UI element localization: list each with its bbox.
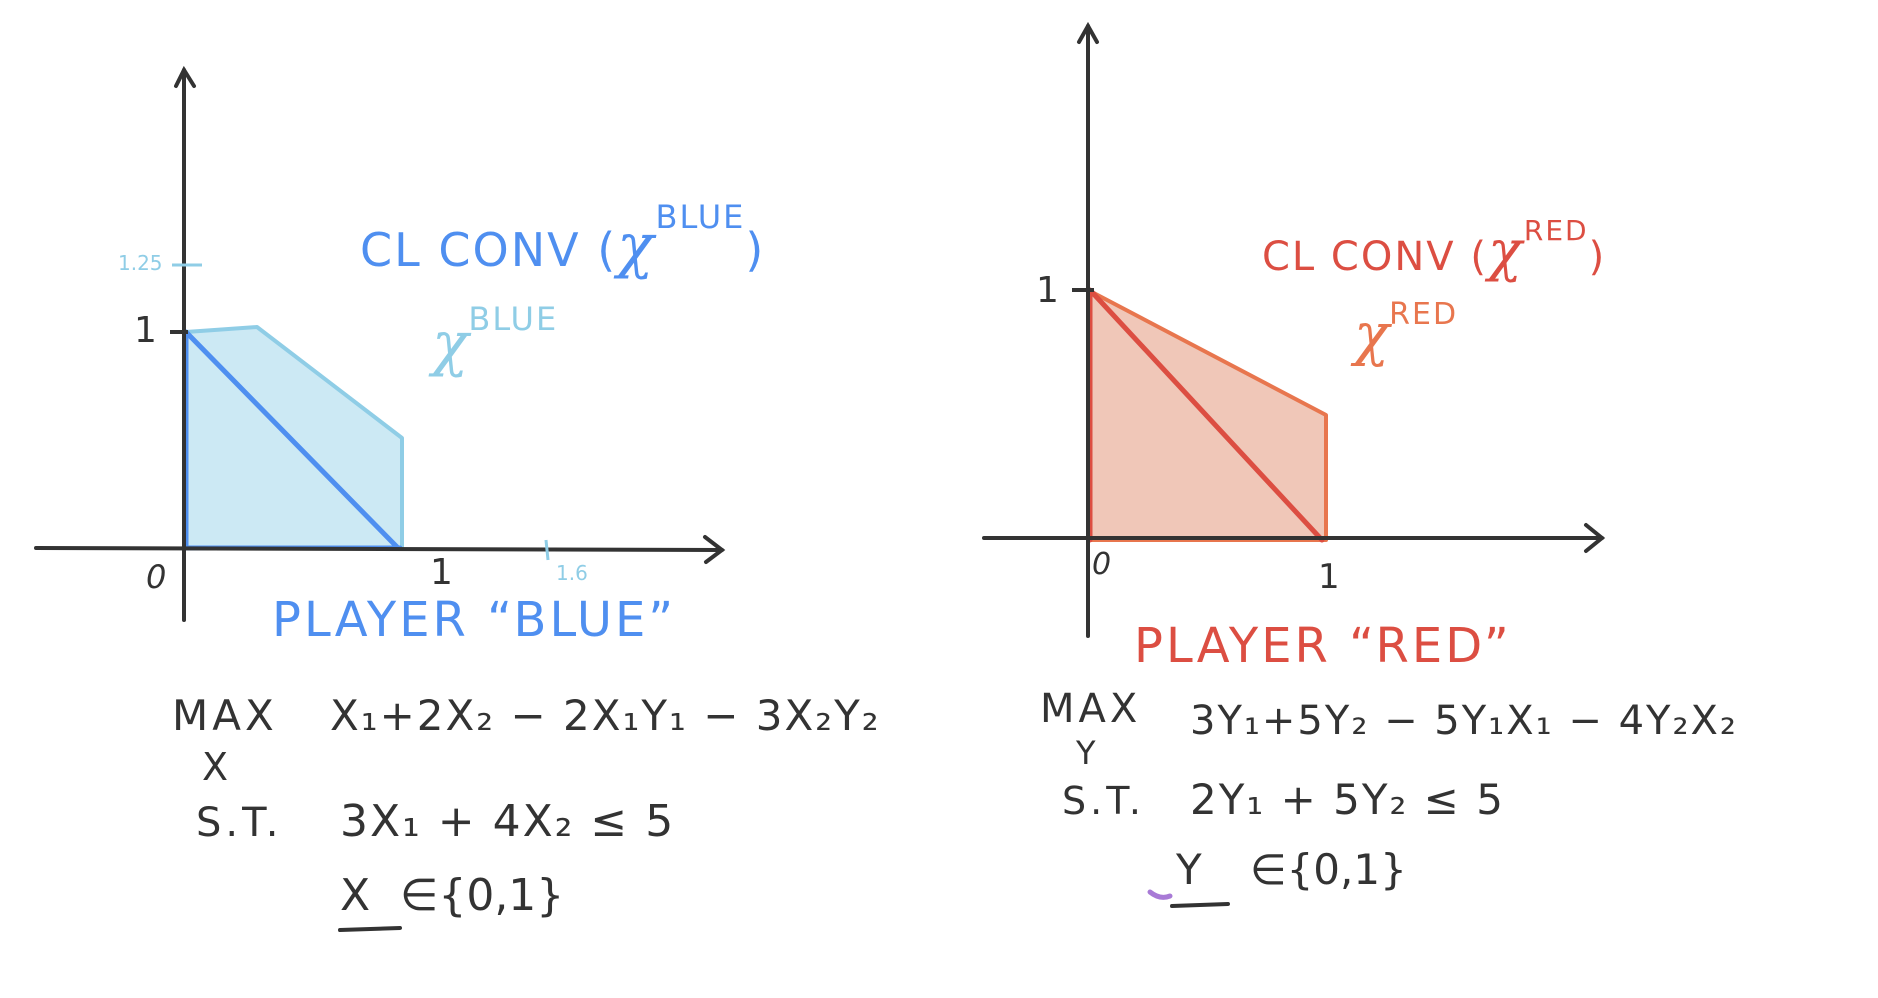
- blue-objective-expr: X₁+2X₂ − 2X₁Y₁ − 3X₂Y₂: [330, 691, 881, 740]
- red-tick-y1-label: 1: [1036, 270, 1059, 311]
- red-set-symbol: χ: [1350, 300, 1392, 368]
- blue-domain-set: ∈{0,1}: [400, 870, 564, 921]
- red-conv-heading-symbol: χ: [1484, 219, 1525, 284]
- red-constraint-st: S.T.: [1062, 779, 1145, 823]
- blue-conv-hull-region: [184, 325, 404, 550]
- blue-x-axis-arrow: [703, 535, 726, 564]
- red-objective-max: MAX: [1040, 686, 1141, 732]
- blue-conv-heading-sup: BLUE: [656, 198, 746, 236]
- blue-domain-var: X: [340, 870, 370, 921]
- red-y-axis-arrow: [1077, 21, 1099, 44]
- red-conv-heading: CL CONV (χRED): [1262, 214, 1606, 284]
- red-set-label: χRED: [1350, 297, 1458, 368]
- red-conv-heading-suffix: ): [1589, 234, 1607, 280]
- blue-conv-heading: CL CONV (χBLUE): [360, 198, 765, 281]
- red-objective-expr: 3Y₁+5Y₂ − 5Y₁X₁ − 4Y₂X₂: [1190, 698, 1738, 744]
- blue-constraint-st: S.T.: [196, 800, 283, 846]
- red-domain-var-underline: [1170, 902, 1230, 908]
- red-constraint: 2Y₁ + 5Y₂ ≤ 5: [1190, 775, 1505, 824]
- blue-player-label: PLAYER “BLUE”: [272, 592, 676, 648]
- blue-conv-heading-prefix: CL CONV (: [360, 223, 617, 277]
- red-domain-purple-stroke: [1147, 889, 1173, 900]
- red-x-axis-arrow: [1584, 523, 1606, 553]
- red-origin-label: 0: [1092, 547, 1111, 582]
- blue-set-symbol: χ: [428, 309, 472, 379]
- blue-constraint: 3X₁ + 4X₂ ≤ 5: [340, 796, 675, 847]
- blue-objective-max: MAX: [172, 691, 278, 740]
- red-panel: 1 0 1 CL CONV (χRED) χRED PLAYER “RED” M…: [982, 21, 1738, 908]
- red-domain-set: ∈{0,1}: [1250, 845, 1407, 894]
- red-objective-var: Y: [1075, 734, 1096, 772]
- red-set-sup: RED: [1389, 297, 1458, 332]
- blue-tick-1-25-label: 1.25: [118, 251, 163, 275]
- red-tick-x1-label: 1: [1318, 557, 1340, 597]
- blue-conv-heading-suffix: ): [745, 223, 765, 277]
- blue-tick-x1-label: 1: [430, 552, 453, 593]
- blue-conv-heading-symbol: χ: [613, 211, 657, 281]
- blue-objective-var: X: [202, 745, 228, 789]
- red-player-label: PLAYER “RED”: [1134, 618, 1512, 674]
- blue-panel: 1.25 1 0 1 1.6 CL CONV (χBLUE) χBLUE PLA…: [34, 65, 881, 932]
- blue-x-axis: [34, 546, 724, 552]
- blue-set-label: χBLUE: [428, 300, 558, 379]
- blue-tick-1-6-label: 1.6: [556, 561, 588, 585]
- blue-domain-var-underline: [338, 926, 402, 932]
- red-conv-heading-sup: RED: [1524, 214, 1589, 247]
- blue-y-axis-arrow: [174, 65, 196, 88]
- blue-tick-1-6-mark: [544, 539, 550, 561]
- red-conv-heading-prefix: CL CONV (: [1262, 234, 1488, 280]
- blue-origin-label: 0: [146, 558, 166, 596]
- blue-tick-y1-label: 1: [134, 310, 157, 351]
- blue-set-sup: BLUE: [468, 300, 558, 338]
- red-domain-var: Y: [1175, 845, 1202, 894]
